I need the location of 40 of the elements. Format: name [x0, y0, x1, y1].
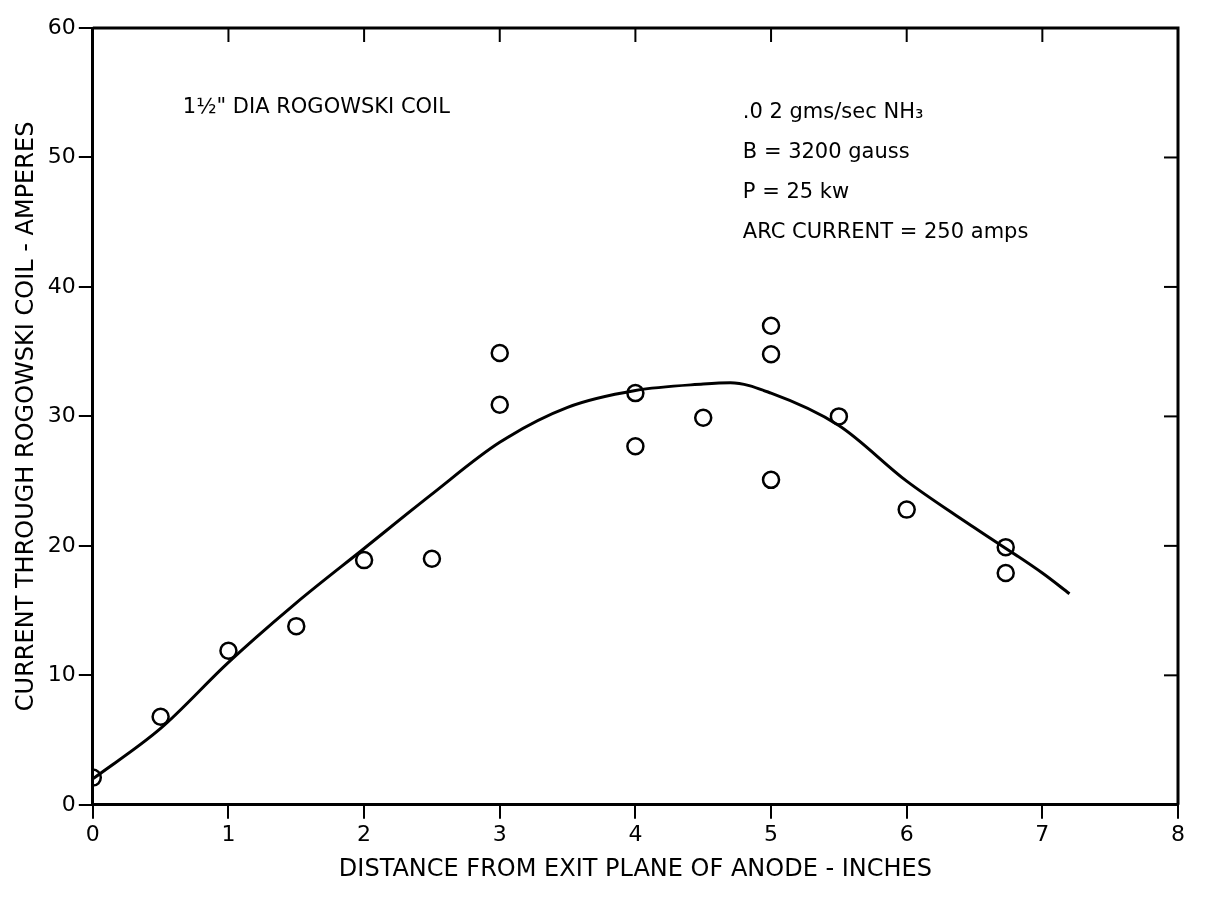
annotation: .0 2 gms/sec NH₃ — [742, 99, 924, 124]
y-tick-label: 40 — [47, 272, 76, 298]
point — [761, 470, 781, 490]
point — [151, 707, 170, 727]
point — [626, 383, 645, 403]
y-tick-label: 60 — [47, 13, 76, 39]
annotation: B = 3200 gauss — [742, 139, 910, 164]
point — [287, 616, 306, 636]
point — [422, 549, 442, 569]
point — [219, 641, 238, 660]
point — [996, 537, 1015, 557]
x-tick-label: 4 — [628, 820, 643, 846]
point — [354, 550, 374, 570]
y-axis-title: CURRENT THROUGH ROGOWSKI COIL - AMPERES — [10, 121, 39, 712]
annotation: ARC CURRENT = 250 amps — [742, 219, 1029, 244]
x-tick-label: 0 — [85, 820, 100, 846]
point — [693, 408, 713, 427]
y-tick-label: 30 — [47, 402, 76, 428]
annotation: P = 25 kw — [742, 179, 850, 204]
y-tick-label: 20 — [47, 531, 76, 557]
y-tick-label: 0 — [61, 790, 76, 816]
x-tick-label: 6 — [899, 820, 914, 846]
point — [761, 316, 781, 336]
x-tick-label: 1 — [221, 820, 236, 846]
y-tick-label: 10 — [47, 661, 76, 687]
x-tick-label: 5 — [764, 820, 779, 846]
y-tick-label: 50 — [47, 143, 76, 169]
point — [490, 343, 509, 363]
x-tick-label: 8 — [1171, 820, 1185, 846]
x-axis-title: DISTANCE FROM EXIT PLANE OF ANODE - INCHES — [338, 853, 932, 882]
annotation: 1½" DIA ROGOWSKI COIL — [182, 94, 451, 119]
x-tick-label: 2 — [357, 820, 372, 846]
point — [490, 395, 509, 414]
point — [996, 563, 1015, 583]
point — [626, 436, 645, 456]
point — [761, 345, 781, 364]
point — [897, 500, 916, 519]
x-tick-label: 7 — [1035, 820, 1050, 846]
x-tick-label: 3 — [492, 820, 507, 846]
point — [829, 407, 849, 426]
